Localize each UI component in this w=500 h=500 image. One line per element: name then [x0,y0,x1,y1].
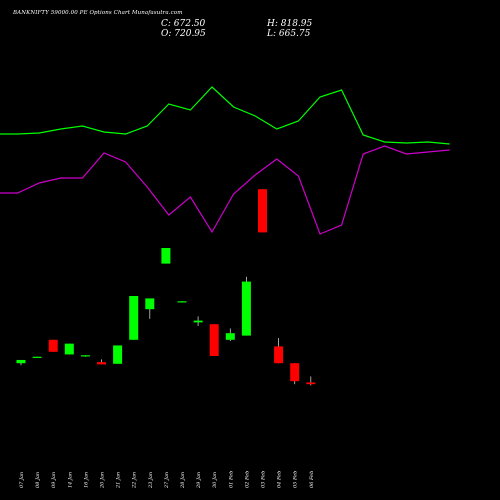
close-value: C: 672.50 [161,19,206,29]
x-tick-label: 08 Jan [35,472,41,488]
high-value: H: 818.95 [267,19,313,29]
x-tick-label: 23 Jan [148,472,154,489]
candle-body [290,363,300,382]
candle-body [241,281,251,336]
x-tick-label: 30 Jan [212,472,218,488]
candle-22-jan [129,296,139,340]
upper-band-line [0,86,450,145]
candle-28-jan [177,301,187,303]
x-tick-label: 29 Jan [196,472,202,489]
candle-01-feb [225,328,235,341]
candle-body [80,355,90,357]
candle-body [177,301,187,303]
candle-03-feb [258,189,267,233]
lower-band-line [0,145,450,235]
x-tick-label: 04 Feb [277,471,283,488]
candle-body [258,189,267,233]
candle-07-jan [16,359,26,366]
x-tick-label: 02 Feb [244,471,250,488]
x-axis-labels: 07 Jan 08 Jan 09 Jan 14 Jan 16 Jan 20 Jan 21 J… [19,471,315,489]
candlesticks [16,189,316,386]
candle-09-jan [48,339,58,352]
x-tick-label: 09 Jan [51,472,57,488]
x-tick-label: 28 Jan [180,472,186,489]
x-tick-label: 07 Jan [19,472,25,488]
candle-body [161,248,171,264]
chart-title: BANKNIFTY 59000.00 PE Options Chart Muna… [13,10,183,16]
candle-body [145,298,155,310]
x-tick-label: 22 Jan [132,472,138,489]
candle-body [64,343,74,355]
candle-30-jan [209,324,219,356]
candle-20-jan [97,359,106,365]
x-tick-label: 03 Feb [261,471,267,488]
candle-04-feb [274,338,284,364]
candle-06-feb [306,376,316,386]
candle-body [209,324,219,356]
x-tick-label: 27 Jan [164,472,170,489]
candle-body [97,362,106,365]
x-tick-label: 21 Jan [116,472,122,489]
candle-14-jan [64,343,74,355]
candle-05-feb [290,363,300,385]
candle-body [48,339,58,352]
x-tick-label: 06 Feb [309,471,315,488]
candle-16-jan [80,355,90,357]
candle-body [306,382,316,385]
candle-body [129,296,139,340]
candle-23-jan [145,298,155,319]
open-value: O: 720.95 [161,29,206,39]
candle-body [113,345,123,364]
candle-21-jan [113,345,123,364]
candle-02-feb [241,276,251,336]
candle-27-jan [161,248,171,264]
candle-body [274,346,284,364]
x-tick-label: 20 Jan [100,472,106,489]
low-value: L: 665.75 [267,29,311,39]
indicator-lines [0,86,450,235]
candle-body [193,320,203,323]
candle-body [32,356,42,358]
candle-08-jan [32,356,42,358]
x-tick-label: 01 Feb [228,471,234,488]
x-tick-label: 14 Jan [67,472,73,488]
x-tick-label: 16 Jan [83,472,89,488]
candle-body [225,333,235,340]
x-tick-label: 05 Feb [293,471,299,488]
candle-29-jan [193,316,203,326]
candle-body [16,359,26,364]
